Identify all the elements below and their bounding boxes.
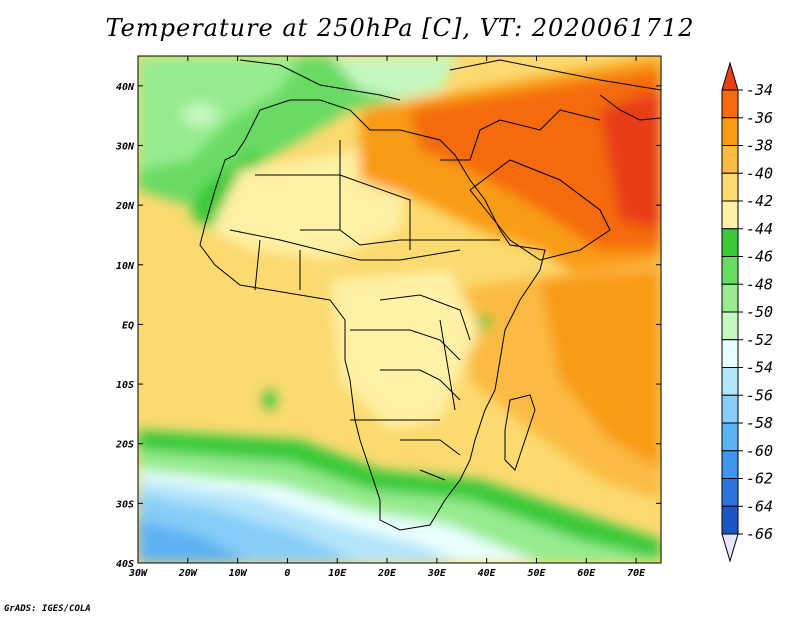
colorbar-segment xyxy=(721,394,739,424)
colorbar-segment xyxy=(721,450,739,479)
lat-tick-label: EQ xyxy=(122,320,134,331)
colorbar-label: -66 xyxy=(746,525,773,543)
colorbar-segment xyxy=(721,145,739,174)
coastlines xyxy=(199,59,661,531)
colorbar-label: -54 xyxy=(746,359,773,377)
lon-tick-label: 0 xyxy=(284,568,290,579)
colorbar-segment xyxy=(721,311,739,341)
lat-tick-label: 30S xyxy=(115,499,134,510)
colorbar-top-arrow xyxy=(721,61,739,91)
lon-tick-label: 10E xyxy=(328,568,347,579)
lon-tick-label: 70E xyxy=(627,568,646,579)
lon-tick-label: 30W xyxy=(128,568,148,579)
longitude-axis: 30W 20W 10W 0 10E 20E 30E 40E 50E 60E 70E xyxy=(128,56,646,579)
colorbar-label: -58 xyxy=(746,414,773,432)
colorbar-segment xyxy=(721,89,739,119)
colorbar-label: -38 xyxy=(746,137,773,155)
colorbar-segment xyxy=(721,228,739,257)
colorbar-bottom-arrow xyxy=(721,533,739,563)
colorbar-segment xyxy=(721,117,739,146)
lat-tick-label: 30N xyxy=(115,141,135,152)
latitude-axis: 40S 30S 20S 10S EQ 10N 20N 30N 40N xyxy=(115,82,661,570)
map-frame xyxy=(137,55,662,564)
grads-credit: GrADS: IGES/COLA xyxy=(4,604,91,614)
colorbar-label: -62 xyxy=(746,470,773,488)
map-title: Temperature at 250hPa [C], VT: 202006171… xyxy=(105,14,695,42)
lat-tick-label: 20N xyxy=(115,201,135,212)
colorbar-segment xyxy=(721,172,739,202)
lon-tick-label: 60E xyxy=(577,568,596,579)
colorbar-label: -40 xyxy=(746,164,773,182)
lat-tick-label: 10N xyxy=(116,261,135,272)
lon-tick-label: 20E xyxy=(377,568,397,579)
colorbar-label: -56 xyxy=(746,386,773,404)
colorbar-label: -44 xyxy=(746,220,773,238)
colorbar-label: -36 xyxy=(746,109,773,127)
colorbar-segment xyxy=(721,283,739,313)
colorbar-segment xyxy=(721,422,739,452)
lon-tick-label: 20W xyxy=(178,568,198,579)
lat-tick-label: 40S xyxy=(116,559,134,570)
colorbar-label: -42 xyxy=(746,192,773,210)
colorbar: -34 -36 -38 -40 -42 -44 -46 -48 -50 -52 -54 -56 -58 -… xyxy=(721,61,773,563)
lon-tick-label: 30E xyxy=(427,568,447,579)
lat-tick-label: 10S xyxy=(116,380,134,391)
colorbar-segment xyxy=(721,339,739,368)
colorbar-segment xyxy=(721,478,739,507)
lat-tick-label: 20S xyxy=(115,440,134,451)
colorbar-segment xyxy=(721,505,739,535)
colorbar-label: -34 xyxy=(746,81,773,99)
colorbar-label: -64 xyxy=(746,497,773,515)
colorbar-label: -50 xyxy=(746,303,773,321)
colorbar-segment xyxy=(721,200,739,230)
temperature-field xyxy=(138,56,661,563)
colorbar-segment xyxy=(721,256,739,285)
lat-tick-label: 40N xyxy=(116,82,135,93)
lon-tick-label: 40E xyxy=(478,568,497,579)
colorbar-segment xyxy=(721,367,739,396)
colorbar-label: -60 xyxy=(746,442,773,460)
colorbar-label: -46 xyxy=(746,248,773,266)
colorbar-label: -48 xyxy=(746,275,773,293)
colorbar-label: -52 xyxy=(746,331,773,349)
lon-tick-label: 10W xyxy=(229,568,248,579)
lon-tick-label: 50E xyxy=(527,568,546,579)
